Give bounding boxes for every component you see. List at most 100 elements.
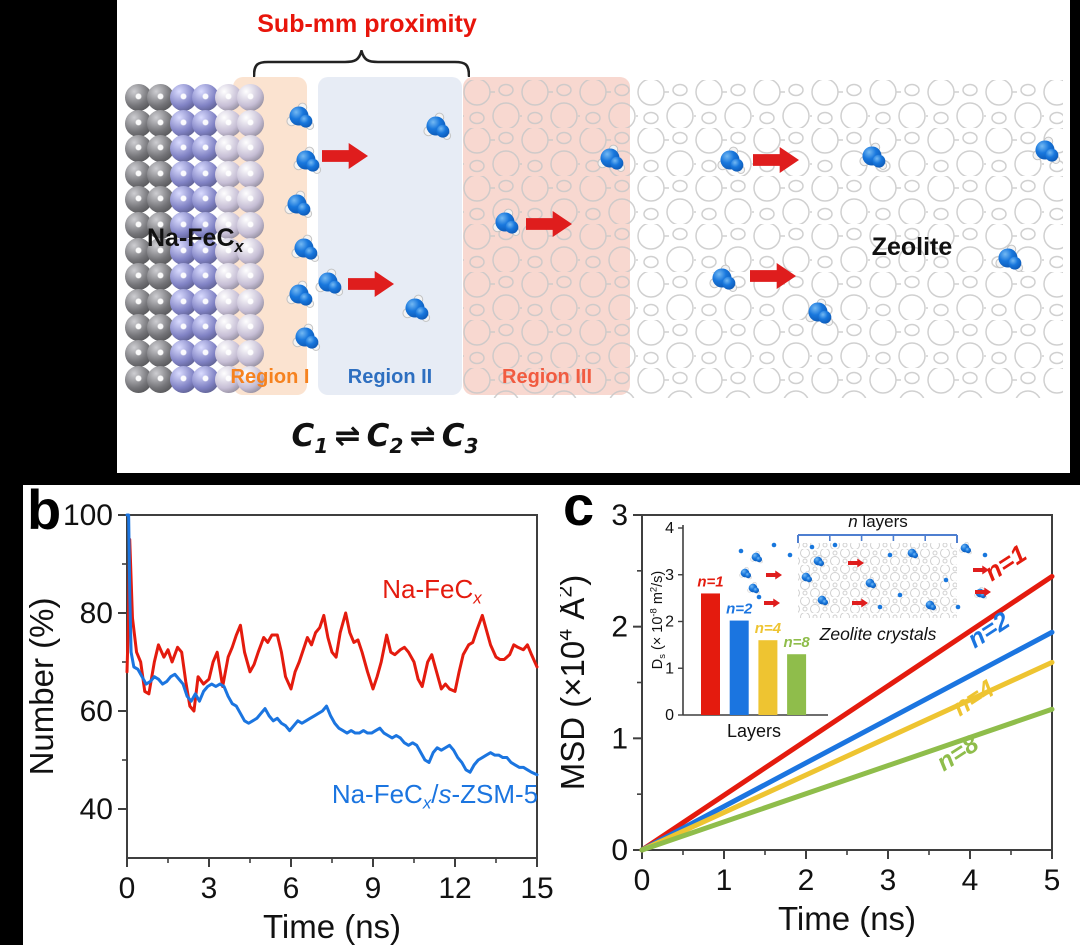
- inset-molecule-dot: [738, 548, 744, 554]
- svg-text:0: 0: [119, 872, 136, 905]
- series-label-n=2: n=2: [963, 607, 1015, 654]
- atom-sphere: [237, 365, 264, 393]
- water-molecule-icon: [286, 102, 315, 130]
- svg-text:0: 0: [665, 707, 674, 724]
- inset-bar-label: n=4: [755, 620, 782, 637]
- inset-molecule-icon: [800, 570, 813, 584]
- svg-text:40: 40: [80, 793, 113, 826]
- series-Na-FeCx/s-ZSM-5: [125, 513, 539, 777]
- water-molecule-icon: [805, 298, 834, 326]
- water-molecule-icon: [402, 294, 431, 322]
- panel-a-title: Sub-mm proximity: [257, 10, 477, 38]
- panel-a-schematic: Sub-mm proximity Na-FeCx Region I Region…: [117, 0, 1070, 473]
- atom-sphere: [237, 212, 264, 239]
- panel_c-ylabel: MSD (×104 Å2): [560, 575, 591, 791]
- zeolite-label: Zeolite: [871, 233, 953, 261]
- svg-text:3: 3: [611, 499, 628, 532]
- water-molecule-icon: [859, 142, 888, 170]
- inset-molecule-icon: [812, 554, 825, 568]
- series-n=1: [639, 573, 1055, 853]
- inset-molecule-dot: [877, 604, 883, 610]
- inset-bar-n=4: [758, 640, 778, 715]
- diffusion-arrow-icon: [764, 598, 780, 608]
- diffusion-arrow-icon: [322, 143, 368, 169]
- inset-molecule-icon: [747, 581, 760, 595]
- diffusion-arrow-icon: [526, 211, 572, 237]
- svg-text:12: 12: [438, 872, 471, 905]
- charts-section: b c 0 3 6 9 12 15 40 60 80 100 Time (ns) Number (%)…: [23, 477, 1080, 945]
- inset-molecule-dot: [771, 542, 777, 548]
- inset-molecule-dot: [943, 577, 949, 583]
- inset-molecule-icon: [816, 593, 829, 607]
- svg-text:1: 1: [716, 864, 733, 897]
- series-n=8: [639, 706, 1055, 853]
- inset-molecule-icon: [906, 546, 919, 560]
- svg-text:0: 0: [634, 864, 651, 897]
- diffusion-arrow-icon: [852, 598, 868, 608]
- panel-b-line-chart: 0 3 6 9 12 15 40 60 80 100 Time (ns) Number (%) Na-F…: [23, 499, 554, 945]
- inset-zeolite-crystals-label: Zeolite crystals: [819, 624, 937, 644]
- atom-sphere: [237, 109, 264, 137]
- inset-bar-label: n=2: [726, 601, 753, 618]
- panel-b-letter: b: [27, 478, 62, 541]
- zeolite-lattice-graphic: [463, 80, 1063, 398]
- atom-sphere: [237, 84, 264, 111]
- diffusion-arrow-icon: [753, 147, 799, 173]
- svg-text:2: 2: [665, 614, 674, 631]
- inset-bar-label: n=1: [697, 573, 723, 590]
- series-label-Na-FeCx/s-ZSM-5: Na-FeCx/s-ZSM-5: [332, 779, 538, 813]
- svg-text:6: 6: [283, 872, 300, 905]
- water-molecule-icon: [291, 234, 320, 262]
- svg-text:80: 80: [80, 597, 113, 630]
- diffusion-arrow-icon: [750, 263, 796, 289]
- water-molecule-icon: [315, 268, 344, 296]
- series-n=4: [639, 659, 1055, 853]
- inset-molecule-icon: [924, 598, 937, 612]
- water-molecule-icon: [286, 280, 315, 308]
- panel_b-ylabel: Number (%): [23, 598, 60, 776]
- svg-text:15: 15: [520, 872, 553, 905]
- panel_b-xlabel: Time (ns): [263, 908, 401, 945]
- region-2-label: Region II: [347, 366, 433, 388]
- series-n=2: [639, 629, 1055, 853]
- atom-sphere: [237, 186, 264, 214]
- svg-text:60: 60: [80, 695, 113, 728]
- diffusion-arrow-icon: [348, 271, 394, 297]
- atom-sphere: [237, 263, 264, 291]
- inset-bar-n=8: [787, 654, 807, 715]
- svg-text:3: 3: [201, 872, 218, 905]
- region-1-label: Region I: [230, 366, 310, 388]
- inset-molecule-dot: [887, 552, 893, 558]
- inset-molecule-icon: [750, 550, 763, 564]
- inset-bar-n=2: [729, 620, 749, 715]
- series-label-Na-FeCx: Na-FeCx: [382, 574, 482, 608]
- inset-molecule-dot: [809, 544, 815, 550]
- svg-text:2: 2: [798, 864, 815, 897]
- inset-molecule-icon: [959, 541, 972, 555]
- region-3-label: Region III: [502, 366, 592, 388]
- svg-text:4: 4: [962, 864, 979, 897]
- svg-text:4: 4: [665, 520, 674, 537]
- atom-sphere: [237, 160, 264, 188]
- inset-molecule-icon: [864, 576, 877, 590]
- panel_c-xlabel: Time (ns): [778, 900, 916, 937]
- diffusion-arrow-icon: [973, 565, 989, 575]
- diffusion-arrow-icon: [766, 570, 782, 580]
- water-molecule-icon: [995, 244, 1024, 272]
- inset-ylabel: Ds (× 10-8 m2/s): [647, 571, 667, 670]
- brace-icon: [253, 50, 470, 77]
- atom-sphere: [237, 288, 264, 316]
- water-molecule-icon: [492, 208, 521, 236]
- material-label: Na-FeCx: [147, 224, 244, 256]
- na-fecx-crystal-lattice: [117, 0, 297, 420]
- diffusion-arrow-icon: [848, 558, 864, 568]
- water-molecule-icon: [1032, 136, 1061, 164]
- atom-sphere: [237, 340, 264, 367]
- atom-sphere: [237, 237, 264, 265]
- atom-sphere: [237, 135, 264, 163]
- atom-sphere: [237, 314, 264, 342]
- equilibrium-equation: C1 ⇌ C2 ⇌ C3: [291, 418, 479, 459]
- inset-bar-n=1: [701, 593, 720, 715]
- inset-molecule-dot: [897, 592, 903, 598]
